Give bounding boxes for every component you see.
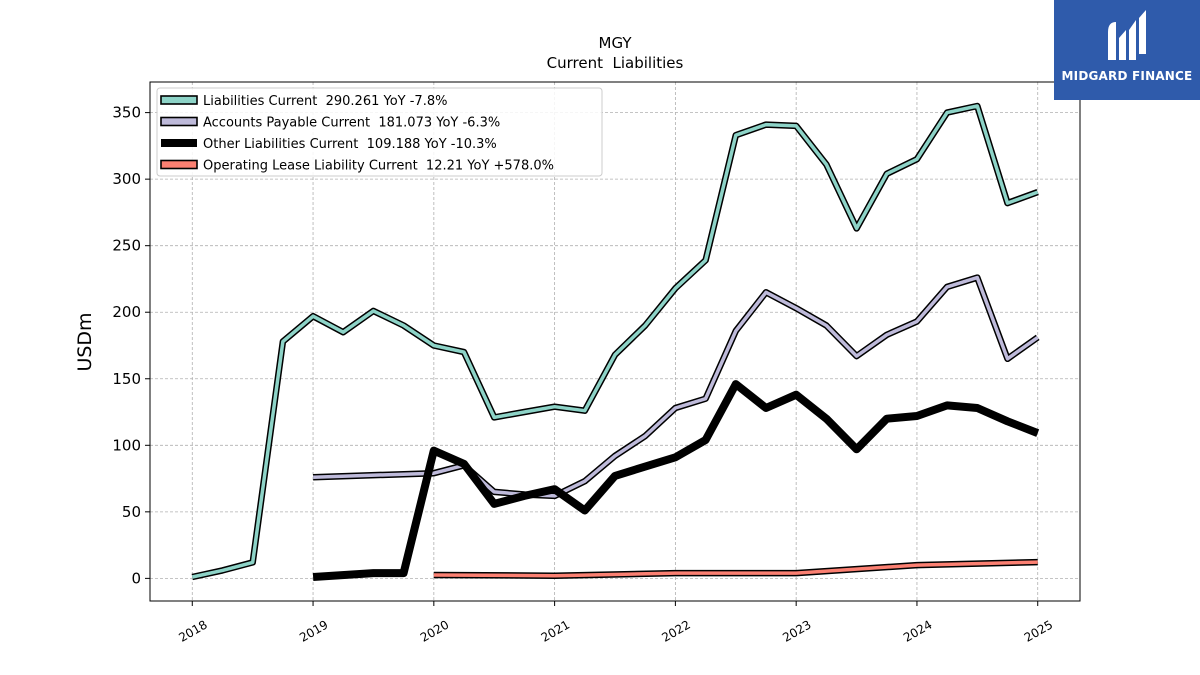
y-tick-label: 250 [112, 237, 141, 255]
legend-box [156, 87, 603, 177]
brand-logo-icon [1108, 10, 1146, 60]
y-tick-label: 200 [112, 303, 141, 321]
x-tick-label: 2025 [1022, 617, 1055, 644]
y-tick-label: 50 [122, 503, 141, 521]
x-tick-label: 2023 [780, 617, 813, 644]
y-tick-label: 350 [112, 104, 141, 122]
plot-area-frame [149, 81, 1081, 602]
y-tick-label: 300 [112, 170, 141, 188]
legend: Liabilities Current 290.261 YoY -7.8% Acc… [156, 87, 603, 177]
chart-title: MGY [599, 34, 633, 52]
y-tick-label: 100 [112, 436, 141, 454]
legend-label-other-liabilities-current: Other Liabilities Current 109.188 YoY -1… [203, 137, 497, 152]
y-tick-label: 0 [131, 569, 141, 587]
legend-swatch-other-liabilities-current [161, 139, 197, 147]
x-tick-label: 2018 [176, 617, 209, 644]
legend-swatch-liabilities-current [160, 95, 198, 105]
series-layer [191, 102, 1040, 581]
series-line-liabilities-current [191, 104, 1039, 579]
legend-label-operating-lease-liability-current: Operating Lease Liability Current 12.21 … [203, 159, 554, 174]
x-tick-label: 2019 [297, 617, 330, 644]
series-line-other-liabilities-current [312, 380, 1040, 581]
chart-subtitle: Current Liabilities [547, 54, 684, 72]
x-tick-label: 2020 [418, 617, 451, 644]
legend-label-accounts-payable-current: Accounts Payable Current 181.073 YoY -6.… [203, 116, 500, 131]
series-line-operating-lease-liability-current [433, 560, 1038, 578]
legend-label-liabilities-current: Liabilities Current 290.261 YoY -7.8% [203, 94, 447, 109]
brand-badge: MIDGARD FINANCE [1054, 0, 1200, 100]
x-tick-label: 2024 [901, 617, 934, 644]
x-tick-label: 2022 [659, 617, 692, 644]
legend-swatch-operating-lease-liability-current [160, 159, 198, 170]
x-tick-label: 2021 [539, 617, 572, 644]
brand-name: MIDGARD FINANCE [1061, 69, 1193, 83]
y-axis-label: USDm [74, 312, 96, 371]
series-outline-liabilities-current [191, 102, 1039, 581]
legend-swatch-accounts-payable-current [160, 116, 198, 127]
series-line-accounts-payable-current [313, 275, 1039, 498]
y-tick-label: 150 [112, 370, 141, 388]
